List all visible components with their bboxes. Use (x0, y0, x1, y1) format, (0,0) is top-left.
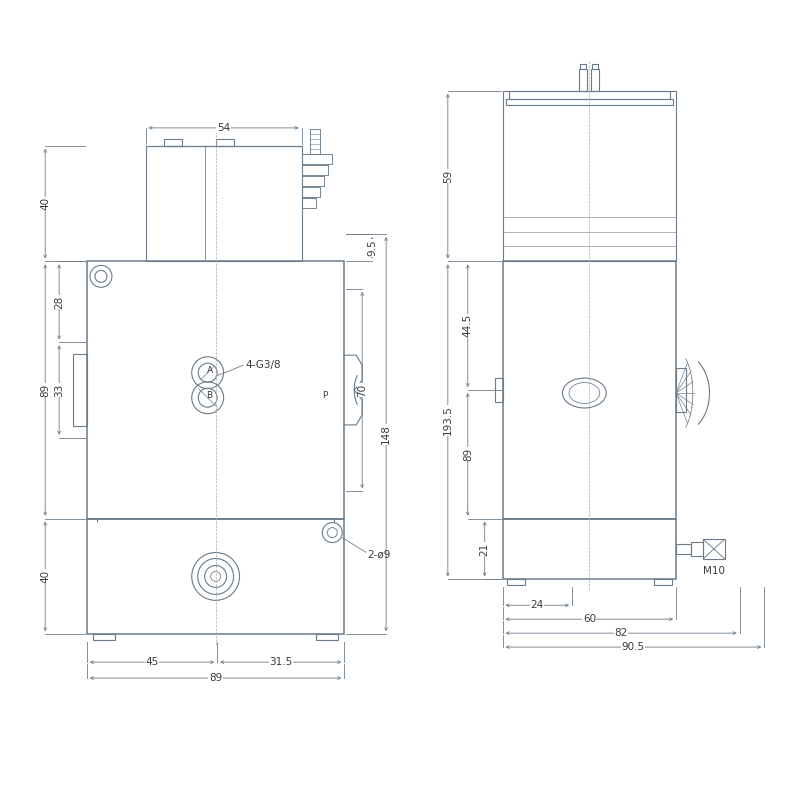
Text: 24: 24 (530, 600, 544, 610)
Bar (654, 579, 672, 586)
Text: 90.5: 90.5 (622, 642, 645, 652)
Bar (506, 99, 673, 105)
Text: 4-G3/8: 4-G3/8 (246, 360, 281, 370)
Bar (87, 518, 344, 634)
Text: 60: 60 (582, 614, 596, 624)
Bar (494, 378, 502, 402)
Bar (302, 165, 327, 174)
Bar (87, 262, 344, 518)
Text: 40: 40 (40, 197, 50, 210)
Bar (302, 186, 319, 197)
Bar (164, 139, 182, 146)
Text: 89: 89 (40, 383, 50, 397)
Bar (676, 368, 686, 412)
Bar (506, 579, 525, 586)
Bar (676, 544, 691, 554)
Text: 45: 45 (146, 657, 158, 667)
Text: 59: 59 (443, 170, 453, 183)
Text: 70: 70 (357, 383, 367, 397)
Bar (216, 139, 234, 146)
Text: 193.5: 193.5 (443, 406, 453, 435)
Bar (592, 64, 598, 69)
Text: A: A (206, 366, 213, 375)
Text: 82: 82 (614, 628, 628, 638)
Text: 89: 89 (209, 673, 222, 683)
Bar (146, 146, 302, 262)
Text: 31.5: 31.5 (269, 657, 292, 667)
Bar (316, 634, 338, 640)
Text: 89: 89 (462, 448, 473, 461)
Text: 33: 33 (54, 383, 64, 397)
Text: P: P (322, 390, 327, 399)
Bar (302, 154, 331, 164)
Bar (502, 518, 676, 579)
Bar (691, 542, 703, 556)
Bar (73, 354, 87, 426)
Text: 21: 21 (480, 542, 490, 556)
Text: 2-ø9: 2-ø9 (367, 550, 390, 559)
Bar (302, 198, 315, 208)
Text: 28: 28 (54, 295, 64, 309)
Text: 40: 40 (40, 570, 50, 583)
Bar (703, 539, 725, 559)
Bar (502, 91, 676, 262)
Bar (310, 129, 319, 154)
Bar (502, 262, 676, 518)
Text: 148: 148 (381, 424, 391, 444)
Bar (509, 91, 670, 99)
Bar (579, 69, 587, 91)
Bar (93, 634, 115, 640)
Bar (591, 69, 599, 91)
Bar (302, 176, 323, 186)
Text: 44.5: 44.5 (462, 314, 473, 338)
Text: 54: 54 (217, 123, 230, 133)
Text: 9.5: 9.5 (367, 239, 377, 256)
Text: B: B (206, 391, 213, 400)
Text: M10: M10 (703, 566, 725, 576)
Bar (580, 64, 586, 69)
